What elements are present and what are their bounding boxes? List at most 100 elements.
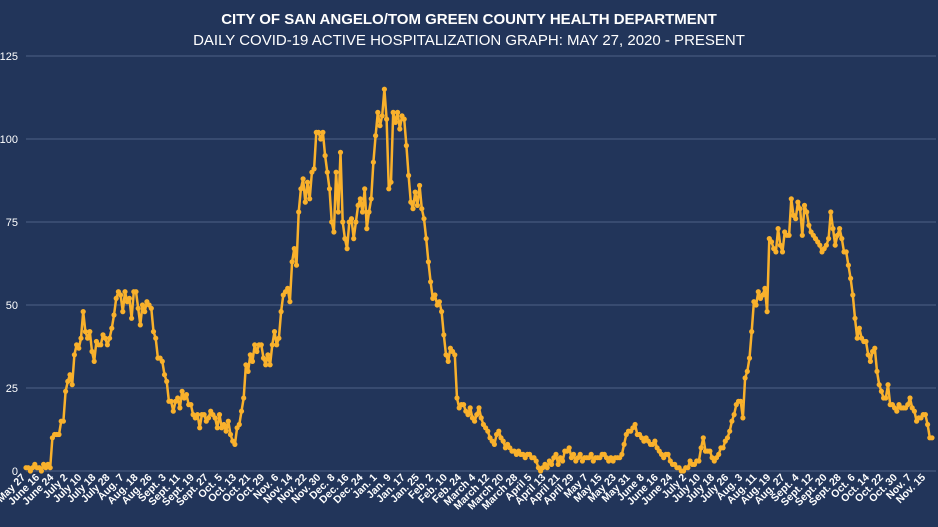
data-point	[432, 292, 438, 298]
y-tick-label: 125	[0, 51, 18, 63]
data-point	[179, 388, 185, 394]
data-point	[265, 352, 271, 358]
data-point	[285, 285, 291, 291]
data-point	[137, 322, 143, 328]
data-point	[425, 259, 431, 265]
y-tick-label: 25	[6, 383, 18, 395]
data-point	[883, 395, 889, 401]
data-point	[315, 129, 322, 135]
data-point	[118, 292, 124, 298]
data-point	[560, 458, 566, 464]
data-point	[278, 309, 284, 315]
data-point	[872, 345, 878, 351]
data-point	[245, 368, 251, 374]
data-point	[320, 129, 326, 135]
data-point	[214, 425, 220, 431]
data-point	[852, 315, 858, 321]
data-point	[65, 378, 71, 384]
data-point	[212, 415, 218, 421]
data-point	[293, 262, 300, 268]
data-point	[300, 176, 306, 182]
data-point	[412, 189, 418, 195]
data-point	[344, 246, 350, 252]
data-point	[421, 216, 427, 222]
data-point	[874, 368, 880, 374]
data-point	[373, 133, 379, 139]
data-point	[797, 206, 803, 212]
data-point	[104, 342, 110, 348]
data-point	[707, 448, 713, 454]
data-point	[461, 402, 467, 408]
data-point	[289, 259, 295, 265]
data-point	[133, 289, 139, 295]
data-point	[322, 153, 328, 159]
data-point	[357, 196, 363, 202]
data-point	[452, 352, 458, 358]
data-point	[566, 445, 572, 451]
data-point	[340, 219, 346, 225]
data-point	[423, 236, 429, 242]
data-point	[223, 428, 229, 434]
data-point	[232, 441, 238, 447]
data-point	[102, 335, 108, 341]
data-point	[685, 465, 691, 471]
y-axis: 0 25 50 75 100 125	[0, 51, 18, 478]
data-point	[384, 116, 390, 122]
data-point	[445, 358, 451, 364]
y-tick-label: 0	[12, 466, 18, 478]
data-point	[188, 402, 194, 408]
data-point	[274, 342, 280, 348]
data-point	[368, 196, 374, 202]
data-point	[665, 451, 671, 457]
data-point	[302, 199, 308, 205]
data-point	[727, 428, 733, 434]
data-point	[227, 431, 234, 438]
data-point	[478, 415, 484, 421]
data-point	[439, 309, 445, 315]
data-point	[78, 335, 84, 341]
data-point	[335, 209, 341, 215]
data-point	[225, 418, 231, 424]
data-point	[742, 375, 748, 381]
data-point	[291, 246, 297, 252]
data-point	[271, 329, 278, 335]
data-point	[139, 302, 146, 308]
data-point	[142, 309, 148, 315]
data-point	[417, 182, 423, 189]
data-point	[63, 388, 69, 394]
data-point	[111, 312, 117, 318]
grid-lines	[26, 55, 936, 472]
data-point	[82, 329, 88, 335]
data-point	[311, 166, 317, 172]
data-point	[878, 388, 885, 394]
data-point	[69, 382, 75, 388]
data-point	[621, 441, 627, 447]
data-point	[414, 202, 420, 208]
data-point	[856, 325, 863, 331]
data-point	[419, 206, 425, 212]
data-point	[113, 295, 119, 301]
data-point	[795, 199, 801, 205]
data-point	[269, 342, 275, 348]
data-point	[298, 186, 304, 192]
data-point	[324, 169, 330, 175]
data-point	[60, 418, 66, 424]
data-point	[366, 209, 372, 215]
data-point	[700, 435, 706, 441]
data-point	[221, 421, 227, 428]
data-point	[826, 236, 832, 242]
data-point	[588, 451, 594, 457]
data-point	[834, 232, 841, 238]
data-point	[109, 325, 115, 331]
data-point	[698, 445, 704, 451]
data-point	[153, 335, 159, 341]
data-point	[619, 451, 625, 457]
data-point	[491, 441, 497, 447]
data-point	[304, 179, 311, 185]
data-point	[333, 169, 339, 175]
data-point	[379, 113, 385, 119]
data-point	[863, 338, 869, 345]
data-point	[342, 236, 348, 242]
data-point	[377, 123, 383, 129]
